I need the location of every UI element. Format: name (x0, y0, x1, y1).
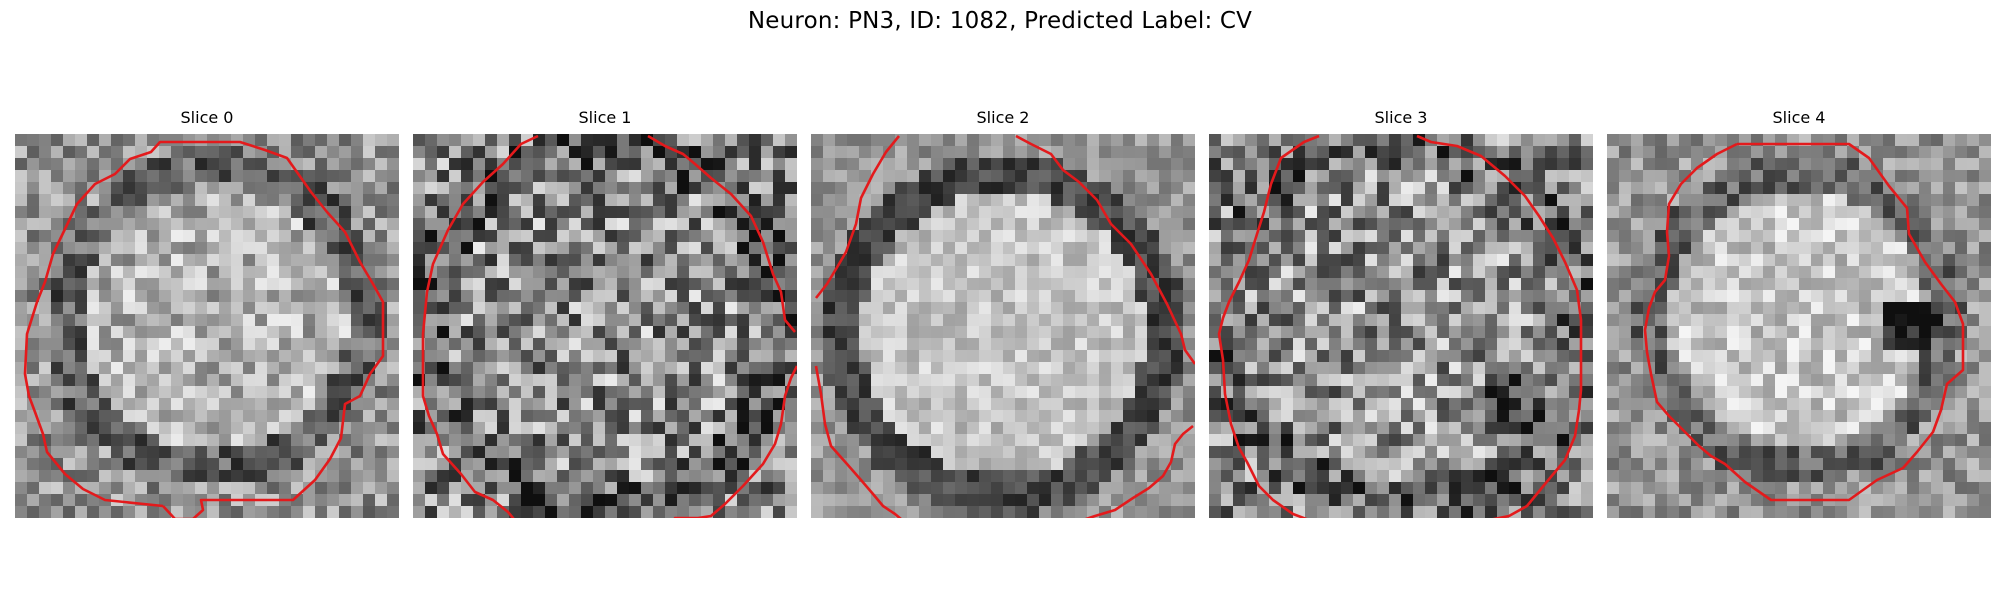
slice-title: Slice 4 (1772, 108, 1826, 127)
slice-panel-1: Slice 1 (413, 108, 797, 520)
cell-contour (1643, 142, 1965, 502)
slice-panel-0: Slice 0 (15, 108, 399, 520)
microscopy-slice-image (15, 134, 399, 518)
cell-contour (1015, 134, 1195, 365)
microscopy-slice-image (413, 134, 797, 518)
slice-title: Slice 3 (1374, 108, 1428, 127)
slice-title: Slice 1 (578, 108, 632, 127)
microscopy-slice-image (1209, 134, 1593, 518)
cell-contour (23, 140, 385, 518)
cell-contour (814, 365, 902, 518)
cell-contour (1084, 424, 1194, 518)
cell-contour (1416, 134, 1583, 518)
microscopy-slice-image (1607, 134, 1991, 518)
microscopy-slice-image (811, 134, 1195, 518)
slice-title: Slice 0 (180, 108, 234, 127)
cell-contour (421, 134, 539, 518)
figure-title: Neuron: PN3, ID: 1082, Predicted Label: … (747, 8, 1253, 34)
slice-title: Slice 2 (976, 108, 1030, 127)
cell-contour (673, 365, 797, 518)
cell-contour (647, 134, 796, 333)
slice-panel-2: Slice 2 (811, 108, 1195, 520)
slice-panel-4: Slice 4 (1607, 108, 1991, 520)
cell-contour (1217, 134, 1320, 518)
cell-contour (814, 135, 901, 299)
slice-panel-3: Slice 3 (1209, 108, 1593, 520)
